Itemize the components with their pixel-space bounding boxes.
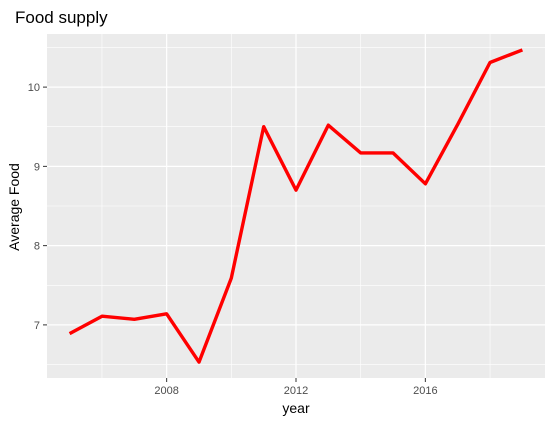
y-tick-label: 9 bbox=[34, 161, 40, 173]
x-axis-title: year bbox=[282, 400, 310, 416]
y-tick-label: 7 bbox=[34, 320, 40, 332]
series-layer bbox=[68, 48, 524, 364]
y-tick-label: 8 bbox=[34, 241, 40, 253]
x-tick-label: 2012 bbox=[284, 385, 308, 397]
series-line bbox=[68, 48, 524, 364]
x-tick-label: 2008 bbox=[154, 385, 178, 397]
y-axis-title: Average Food bbox=[6, 163, 22, 251]
major-gridlines bbox=[47, 34, 545, 378]
chart-title: Food supply bbox=[15, 8, 108, 27]
axis-ticks: 2008 2012 2016 7 8 9 10 bbox=[28, 82, 438, 397]
x-tick-label: 2016 bbox=[413, 385, 437, 397]
y-tick-label: 10 bbox=[28, 82, 40, 94]
